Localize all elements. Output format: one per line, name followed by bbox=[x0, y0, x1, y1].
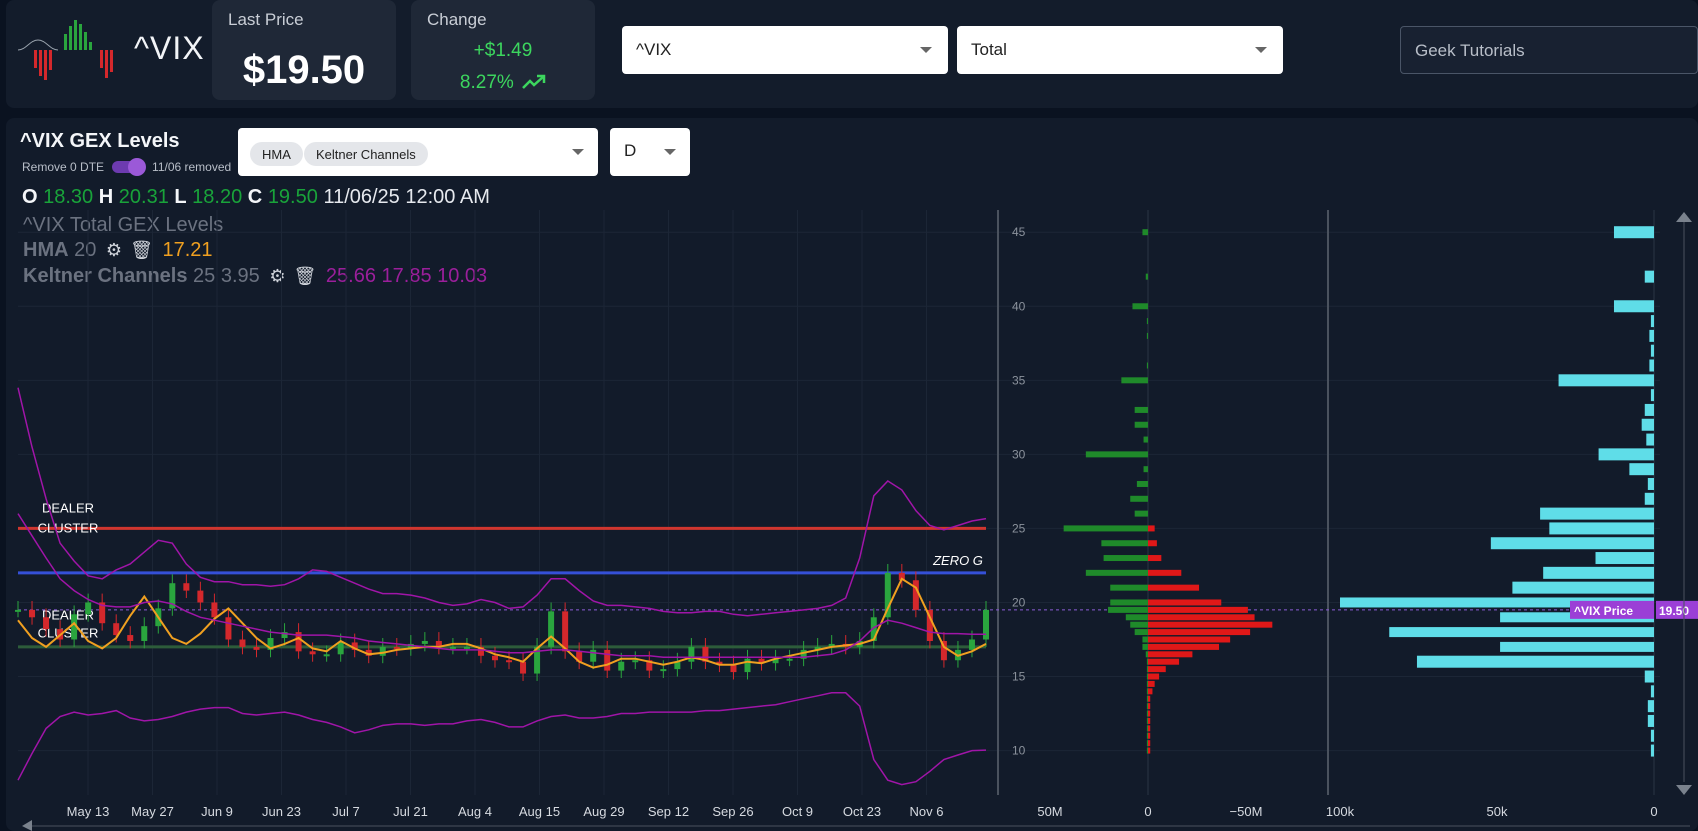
ohlc-datetime: 11/06/25 12:00 AM bbox=[323, 186, 490, 208]
gex-chart-panel: ^VIX GEX Levels Remove 0 DTE 11/06 remov… bbox=[6, 118, 1698, 831]
app-logo bbox=[17, 20, 113, 80]
last-price-card: Last Price $19.50 bbox=[212, 0, 396, 100]
panel-title: ^VIX GEX Levels bbox=[20, 130, 180, 152]
remove-dte-label: Remove 0 DTE bbox=[22, 160, 105, 174]
hma-value: 17.21 bbox=[162, 239, 213, 261]
gear-icon[interactable]: ⚙ bbox=[105, 240, 123, 260]
gex-type-select-value: Total bbox=[971, 40, 1007, 59]
high-value: 20.31 bbox=[118, 186, 169, 208]
timeframe-value: D bbox=[624, 141, 637, 160]
low-value: 18.20 bbox=[192, 186, 243, 208]
indicator-chip-hma[interactable]: HMA bbox=[250, 142, 303, 166]
tutorials-search-placeholder: Geek Tutorials bbox=[1415, 41, 1525, 60]
open-value: 18.30 bbox=[43, 186, 94, 208]
gear-icon[interactable]: ⚙ bbox=[269, 266, 286, 286]
hma-param: 20 bbox=[74, 239, 97, 261]
last-price-label: Last Price bbox=[228, 10, 304, 29]
ticker-symbol: ^VIX bbox=[134, 30, 205, 66]
trash-icon[interactable]: 🗑 bbox=[130, 240, 153, 260]
removed-label: 11/06 removed bbox=[152, 160, 232, 174]
keltner-values: 25.66 17.85 10.03 bbox=[325, 265, 488, 287]
keltner-params: 25 3.95 bbox=[193, 265, 260, 287]
indicator-select[interactable]: HMA Keltner Channels bbox=[238, 128, 598, 176]
symbol-select[interactable]: ^VIX bbox=[622, 26, 948, 74]
keltner-legend-label: Keltner Channels bbox=[23, 265, 188, 287]
change-label: Change bbox=[427, 10, 487, 29]
toggle-knob bbox=[128, 158, 147, 176]
keltner-legend: Keltner Channels 25 3.95 ⚙ 🗑 25.66 17.85 … bbox=[23, 265, 487, 288]
remove-dte-toggle-row: Remove 0 DTE 11/06 removed bbox=[22, 158, 232, 176]
chevron-down-icon bbox=[664, 149, 676, 155]
hma-legend-label: HMA bbox=[23, 239, 69, 261]
chevron-down-icon bbox=[572, 149, 584, 155]
tutorials-search-input[interactable]: Geek Tutorials bbox=[1400, 26, 1698, 74]
ohlc-readout: O 18.30 H 20.31 L 18.20 C 19.50 11/06/25… bbox=[22, 186, 490, 208]
change-percent-row: 8.27% bbox=[411, 72, 595, 94]
last-price-value: $19.50 bbox=[242, 48, 366, 92]
remove-dte-toggle[interactable] bbox=[112, 158, 147, 176]
hma-legend: HMA 20 ⚙ 🗑 17.21 bbox=[23, 239, 213, 262]
chevron-down-icon bbox=[920, 47, 932, 53]
trash-icon[interactable]: 🗑 bbox=[293, 266, 317, 286]
indicator-chip-keltner[interactable]: Keltner Channels bbox=[304, 142, 428, 166]
chart-legend-title: ^VIX Total GEX Levels bbox=[23, 214, 224, 236]
chevron-down-icon bbox=[1255, 47, 1267, 53]
trend-up-icon bbox=[522, 74, 546, 89]
close-value: 19.50 bbox=[267, 186, 318, 208]
symbol-select-value: ^VIX bbox=[636, 40, 672, 59]
change-absolute: +$1.49 bbox=[473, 40, 533, 61]
timeframe-select[interactable]: D bbox=[610, 128, 690, 176]
gex-type-select[interactable]: Total bbox=[957, 26, 1283, 74]
change-percent: 8.27% bbox=[459, 72, 514, 93]
change-card: Change +$1.49 8.27% bbox=[411, 0, 595, 100]
